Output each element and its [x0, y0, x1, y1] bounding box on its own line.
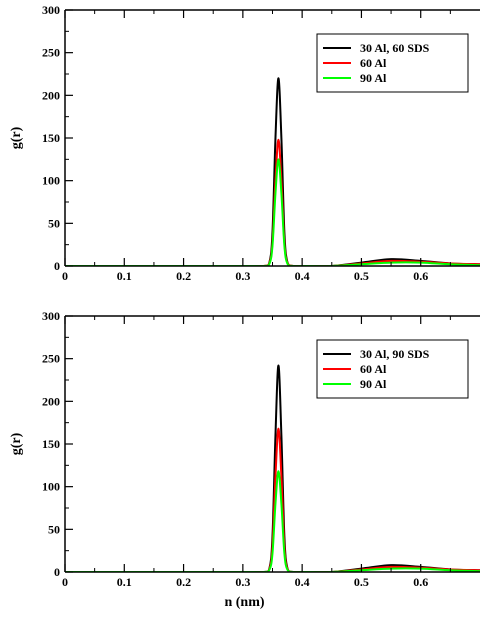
series-lines	[65, 77, 480, 266]
y-tick-label: 300	[42, 3, 60, 17]
y-axis-label: g(r)	[9, 126, 24, 149]
y-tick-label: 250	[42, 46, 60, 60]
y-tick-label: 200	[42, 88, 60, 102]
y-tick-label: 250	[42, 352, 60, 366]
y-tick-label: 100	[42, 174, 60, 188]
y-tick-label: 150	[42, 131, 60, 145]
legend-entry-3: 90 Al	[360, 377, 387, 391]
y-tick-label: 50	[48, 216, 60, 230]
legend-entry-1: 30 Al, 90 SDS	[360, 347, 430, 361]
legend-entry-2: 60 Al	[360, 56, 387, 70]
y-tick-label: 300	[42, 309, 60, 323]
x-tick-label: 0.3	[235, 269, 250, 283]
x-tick-label: 0	[62, 575, 68, 589]
x-tick-label: 0.2	[176, 575, 191, 589]
x-tick-label: 0.3	[235, 575, 250, 589]
x-tick-label: 0.5	[354, 575, 369, 589]
y-tick-label: 100	[42, 480, 60, 494]
y-tick-label: 150	[42, 437, 60, 451]
x-tick-label: 0.5	[354, 269, 369, 283]
x-tick-label: 0.4	[295, 575, 310, 589]
chart-panel-1: 0 50 100 150 200 250 300 0 0.1 0.2 0.3 0.4 0.5 0.6 g(r…	[9, 3, 480, 283]
legend-box	[316, 339, 469, 399]
x-tick-label: 0.1	[117, 269, 132, 283]
y-tick-label: 0	[54, 565, 60, 579]
x-tick-label: 0.2	[176, 269, 191, 283]
x-axis-label: n (nm)	[224, 595, 264, 610]
x-tick-label: 0	[62, 269, 68, 283]
y-axis-label: g(r)	[9, 432, 24, 455]
x-tick-label: 0.6	[413, 575, 428, 589]
x-tick-label: 0.1	[117, 575, 132, 589]
legend-entry-1: 30 Al, 60 SDS	[360, 41, 430, 55]
x-tick-label: 0.4	[295, 269, 310, 283]
y-tick-label: 0	[54, 259, 60, 273]
y-tick-label: 200	[42, 394, 60, 408]
x-tick-label: 0.6	[413, 269, 428, 283]
legend-entry-3: 90 Al	[360, 71, 387, 85]
chart-panel-2: 0 50 100 150 200 250 300 0 0.1 0.2 0.3 0.4 0.5 0.6 g(r…	[9, 309, 480, 610]
legend-entry-2: 60 Al	[360, 362, 387, 376]
y-tick-label: 50	[48, 522, 60, 536]
